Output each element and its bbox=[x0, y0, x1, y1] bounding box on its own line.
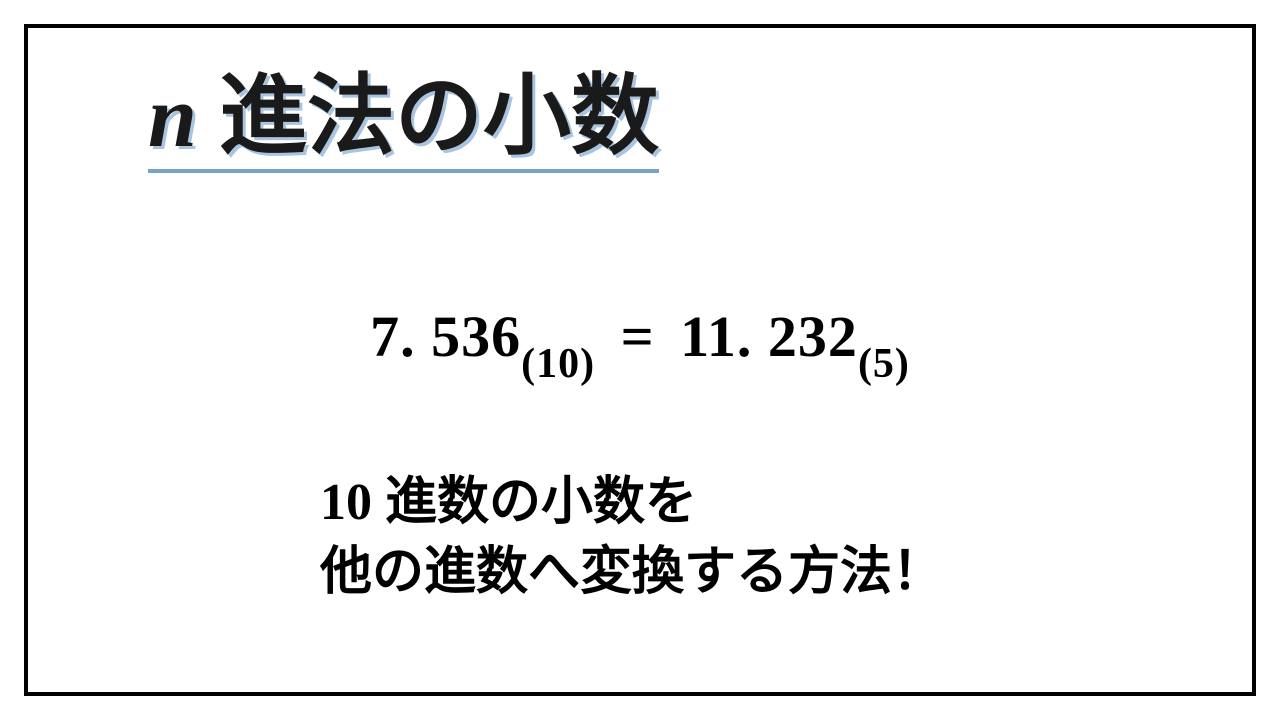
main-equation: 7. 536(10) = 11. 232(5) bbox=[28, 303, 1252, 380]
equation-rhs-base: (5) bbox=[858, 341, 910, 387]
equation-equals: = bbox=[605, 304, 670, 369]
subtitle-line-1: 10 進数の小数を bbox=[320, 468, 944, 538]
equation-lhs-value: 7. 536 bbox=[370, 304, 521, 369]
content-frame: n 進法の小数 7. 536(10) = 11. 232(5) 10 進数の小数… bbox=[24, 24, 1256, 696]
subtitle-line1-text: 進数の小数を bbox=[372, 474, 697, 531]
title-variable: n bbox=[148, 69, 197, 166]
subtitle-line1-num: 10 bbox=[320, 474, 372, 531]
subtitle-block: 10 進数の小数を 他の進数へ変換する方法！ bbox=[320, 468, 944, 608]
subtitle-line-2: 他の進数へ変換する方法！ bbox=[320, 538, 944, 608]
equation-lhs-base: (10) bbox=[521, 341, 595, 387]
page-title: n 進法の小数 bbox=[148, 70, 659, 173]
title-text: 進法の小数 bbox=[197, 69, 659, 166]
equation-rhs-value: 11. 232 bbox=[680, 304, 858, 369]
